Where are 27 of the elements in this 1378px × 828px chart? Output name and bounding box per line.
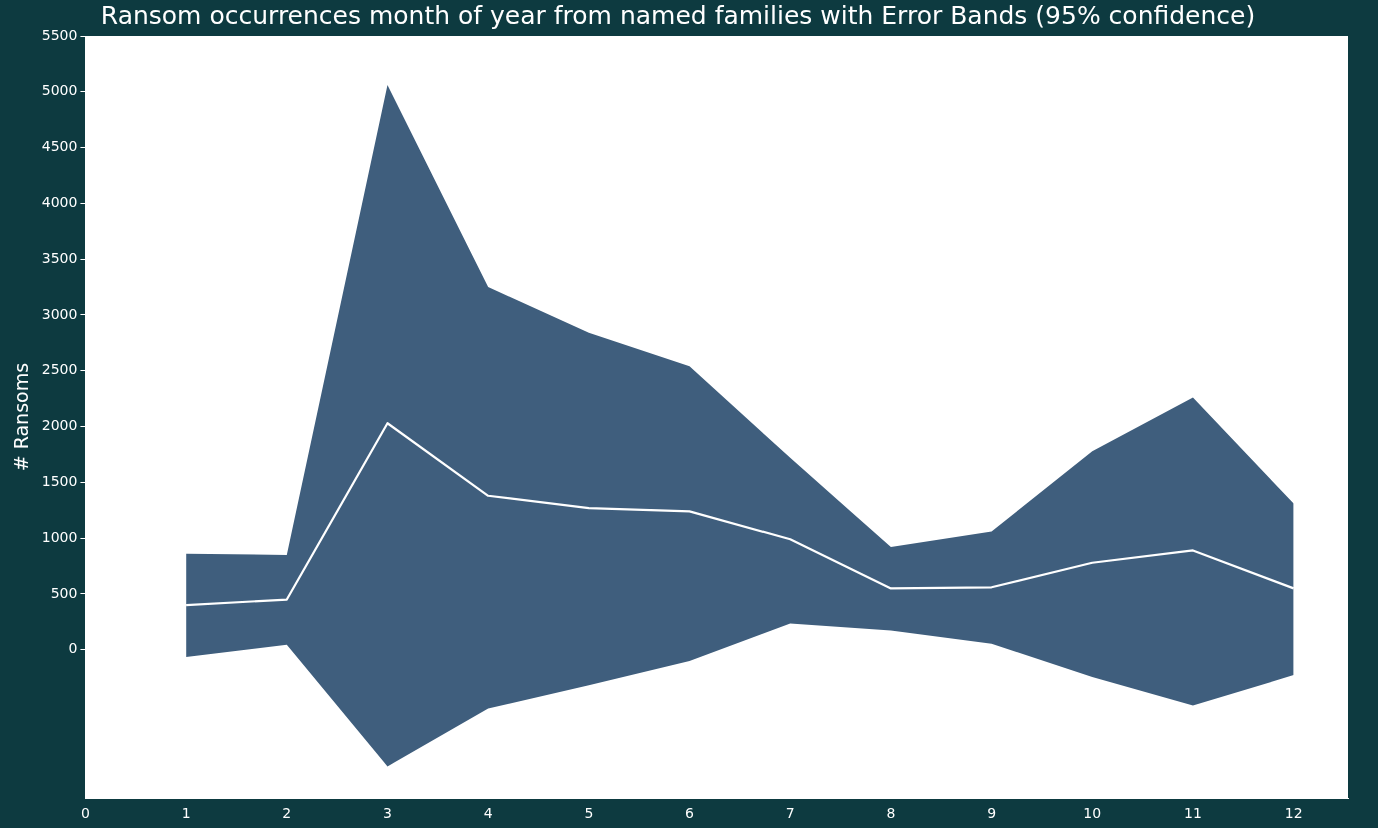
- x-tick-label: 6: [685, 805, 695, 822]
- y-tick-label: 5000: [41, 82, 78, 99]
- y-tick-label: 5500: [41, 26, 78, 43]
- y-tick-label: 3000: [41, 305, 78, 322]
- x-tick-label: 0: [80, 805, 90, 822]
- x-tick-label: 2: [282, 805, 292, 822]
- y-tick-label: 3500: [41, 249, 78, 266]
- x-tick-label: 9: [987, 805, 997, 822]
- y-tick-label: 0: [68, 640, 78, 657]
- y-tick-label: 4000: [41, 194, 78, 211]
- x-tick-label: 10: [1083, 805, 1102, 822]
- x-tick-label: 4: [483, 805, 493, 822]
- x-tick-label: 12: [1284, 805, 1303, 822]
- x-tick-label: 8: [886, 805, 896, 822]
- y-tick-label: 4500: [41, 138, 78, 155]
- y-tick-label: 1000: [41, 528, 78, 545]
- y-tick-label: 1500: [41, 473, 78, 490]
- y-tick-label: 2000: [41, 417, 78, 434]
- y-tick-label: 500: [50, 584, 78, 601]
- y-tick-label: 2500: [41, 361, 78, 378]
- x-tick-label: 11: [1184, 805, 1202, 822]
- y-axis-title: # Ransoms: [10, 362, 33, 472]
- x-tick-label: 1: [181, 805, 191, 822]
- chart-title: Ransom occurrences month of year from named families with Error Bands (95% confidence): [100, 0, 1256, 30]
- x-tick-label: 7: [785, 805, 795, 822]
- x-tick-label: 3: [383, 805, 392, 822]
- x-tick-label: 5: [584, 805, 594, 822]
